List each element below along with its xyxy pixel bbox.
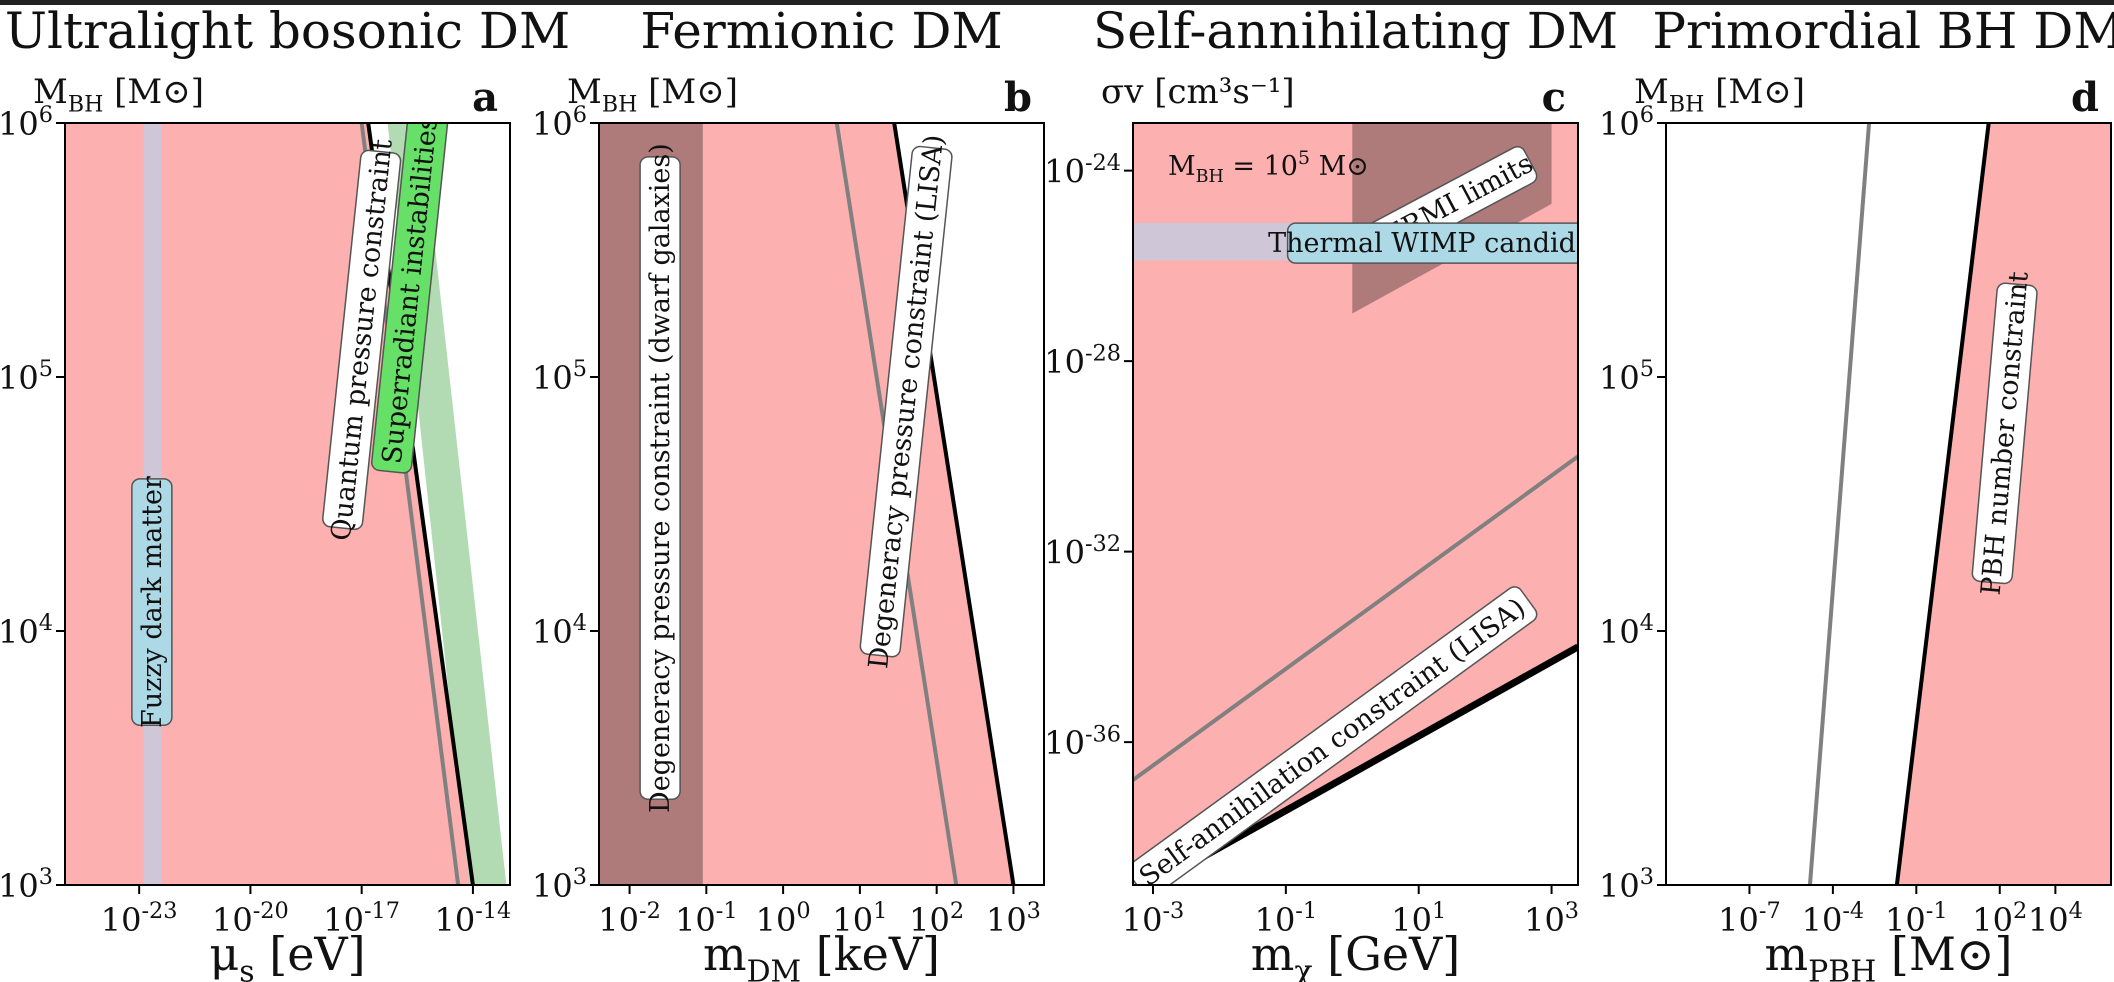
- panel-letter: b: [1004, 74, 1032, 121]
- plot-area: PBH number constraint: [1666, 123, 2111, 885]
- x-tick-label: 100​: [756, 898, 811, 939]
- y-tick-label: 105​: [0, 356, 53, 397]
- x-tick-label: 10-1​: [675, 898, 738, 939]
- panel-title: Ultralight bosonic DM: [5, 2, 570, 60]
- annotation-box: [1286, 222, 1578, 264]
- x-tick-label: 101​: [832, 898, 887, 939]
- axes-frame: [1665, 122, 2112, 886]
- annotation-box: [370, 123, 449, 474]
- x-tick-label: 102​: [909, 898, 964, 939]
- x-axis-label: mDM​ [keV]: [703, 927, 940, 982]
- x-tick-label: 10-7​: [1718, 898, 1781, 939]
- x-tick-label: 10-1​: [1255, 898, 1318, 939]
- x-axis-label: mχ​ [GeV]: [1251, 927, 1460, 982]
- y-tick-label: 106​: [1599, 102, 1654, 143]
- x-axis-label: μs​ [eV]: [209, 927, 365, 982]
- x-tick-label: 10-17​: [323, 898, 400, 939]
- x-tick-label: 10-1​: [1885, 898, 1948, 939]
- x-axis-label: mPBH​ [M⊙]: [1765, 927, 2013, 982]
- y-axis-label: MBH​ [M⊙]: [567, 72, 738, 118]
- panel-b: Degeneracy pressure constraint (dwarf ga…: [532, 2, 1045, 982]
- y-tick-label: 106​: [532, 102, 587, 143]
- panel-d: PBH number constraint 10-7​ 10-4​ 10-1​ 102​…: [1599, 2, 2114, 982]
- axes-frame: [1132, 122, 1579, 886]
- x-tick-label: 10-4​: [1802, 898, 1865, 939]
- y-axis-label: MBH​ [M⊙]: [33, 72, 204, 118]
- series-line: [1133, 454, 1578, 782]
- y-tick-label: 105​: [1599, 356, 1654, 397]
- series-line: [1807, 123, 1872, 885]
- x-tick-label: 104​: [2028, 898, 2083, 939]
- x-tick-label: 10-23​: [101, 898, 178, 939]
- panel-title: Self-annihilating DM: [1093, 2, 1618, 60]
- y-tick-label: 10-28​: [1044, 340, 1121, 381]
- x-tick-label: 10-20​: [212, 898, 289, 939]
- y-tick-label: 106​: [0, 102, 53, 143]
- annotation-box: [859, 145, 953, 658]
- y-tick-label: 103​: [1599, 864, 1654, 905]
- y-tick-label: 104​: [532, 610, 587, 651]
- y-tick-label: 103​: [0, 864, 53, 905]
- y-tick-label: 105​: [532, 356, 587, 397]
- panel-letter: d: [2071, 74, 2099, 121]
- y-axis-label: MBH​ [M⊙]: [1634, 72, 1805, 118]
- inset-text: MBH​ = 105​ M⊙: [1168, 147, 1369, 187]
- y-tick-label: 10-36​: [1044, 721, 1121, 762]
- axes-frame: [598, 122, 1045, 886]
- x-tick-label: 103​: [986, 898, 1041, 939]
- y-axis-label: σv [cm³s⁻¹]: [1101, 72, 1295, 112]
- x-tick-label: 10-3​: [1122, 898, 1185, 939]
- annotation: Thermal WIMP candidates: [1268, 222, 1633, 264]
- annotation-label: Thermal WIMP candidates: [1268, 228, 1633, 259]
- panel-letter: a: [472, 74, 498, 121]
- x-tick-label: 103​: [1524, 898, 1579, 939]
- axes-frame: [64, 122, 511, 886]
- series-line: [1894, 123, 1991, 885]
- panel-title: Fermionic DM: [640, 2, 1002, 60]
- annotation: Degeneracy pressure constraint (dwarf ga…: [639, 143, 681, 813]
- x-tick-label: 101​: [1391, 898, 1446, 939]
- annotation-label: Fuzzy dark matter: [137, 476, 168, 728]
- y-tick-label: 103​: [532, 864, 587, 905]
- x-tick-label: 102​: [1972, 898, 2027, 939]
- panel-title: Primordial BH DM: [1652, 2, 2114, 60]
- panel-letter: c: [1542, 74, 1566, 121]
- y-tick-label: 10-24​: [1044, 150, 1121, 191]
- annotation-box: [639, 156, 681, 801]
- annotation: Fuzzy dark matter: [131, 476, 173, 728]
- annotation-label: Degeneracy pressure constraint (dwarf ga…: [645, 143, 676, 813]
- annotation-box: [131, 478, 173, 727]
- y-tick-label: 104​: [0, 610, 53, 651]
- y-tick-label: 104​: [1599, 610, 1654, 651]
- x-tick-label: 10-14​: [435, 898, 512, 939]
- annotation-box: [1971, 282, 2038, 585]
- plot-area: Degeneracy pressure constraint (dwarf ga…: [599, 123, 1044, 885]
- x-tick-label: 10-2​: [598, 898, 661, 939]
- top-border: [0, 0, 2114, 5]
- y-tick-label: 10-32​: [1044, 531, 1121, 572]
- annotation-box: [322, 149, 402, 531]
